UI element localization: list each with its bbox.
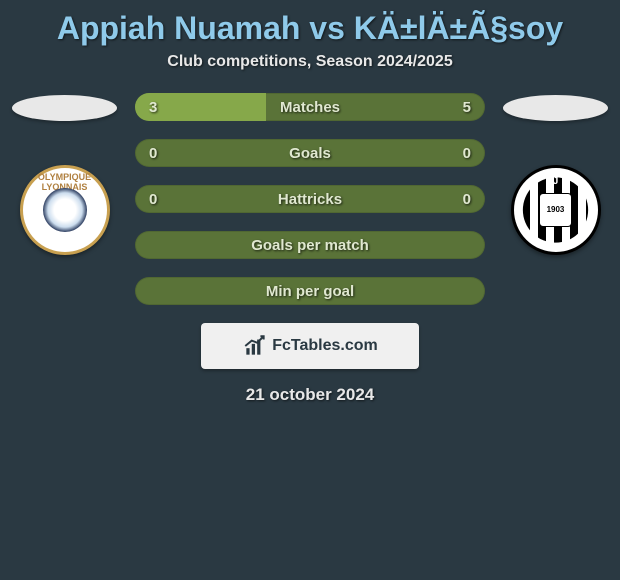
stat-label: Goals [135,139,485,167]
stats-bars: 3 Matches 5 0 Goals 0 0 Hattricks 0 Goal… [135,93,485,305]
right-team-crest-shield: 1903 [539,193,573,227]
date-label: 21 october 2024 [0,385,620,405]
stat-right-value: 0 [463,185,471,213]
right-team-crest-letters: BJK [514,176,598,187]
left-player-column: OLYMPIQUE LYONNAIS [12,93,117,255]
stat-right-value: 0 [463,139,471,167]
right-player-column: BJK 1903 [503,93,608,255]
stat-right-value: 5 [463,93,471,121]
stat-label: Goals per match [135,231,485,259]
left-player-photo-placeholder [12,95,117,121]
right-player-photo-placeholder [503,95,608,121]
stat-label: Matches [135,93,485,121]
chart-icon [242,333,268,359]
left-team-crest-graphic [43,188,87,232]
source-badge[interactable]: FcTables.com [201,323,419,369]
stat-label: Hattricks [135,185,485,213]
stat-bar-min-per-goal: Min per goal [135,277,485,305]
stat-bar-goals-per-match: Goals per match [135,231,485,259]
stat-bar-goals: 0 Goals 0 [135,139,485,167]
stat-label: Min per goal [135,277,485,305]
page-subtitle: Club competitions, Season 2024/2025 [0,53,620,93]
stat-bar-matches: 3 Matches 5 [135,93,485,121]
left-team-crest: OLYMPIQUE LYONNAIS [20,165,110,255]
stat-bar-hattricks: 0 Hattricks 0 [135,185,485,213]
comparison-panel: OLYMPIQUE LYONNAIS 3 Matches 5 0 Goals 0… [0,93,620,305]
right-team-crest: BJK 1903 [511,165,601,255]
source-badge-text: FcTables.com [272,337,378,355]
page-title: Appiah Nuamah vs KÄ±lÄ±Ã§soy [0,0,620,53]
